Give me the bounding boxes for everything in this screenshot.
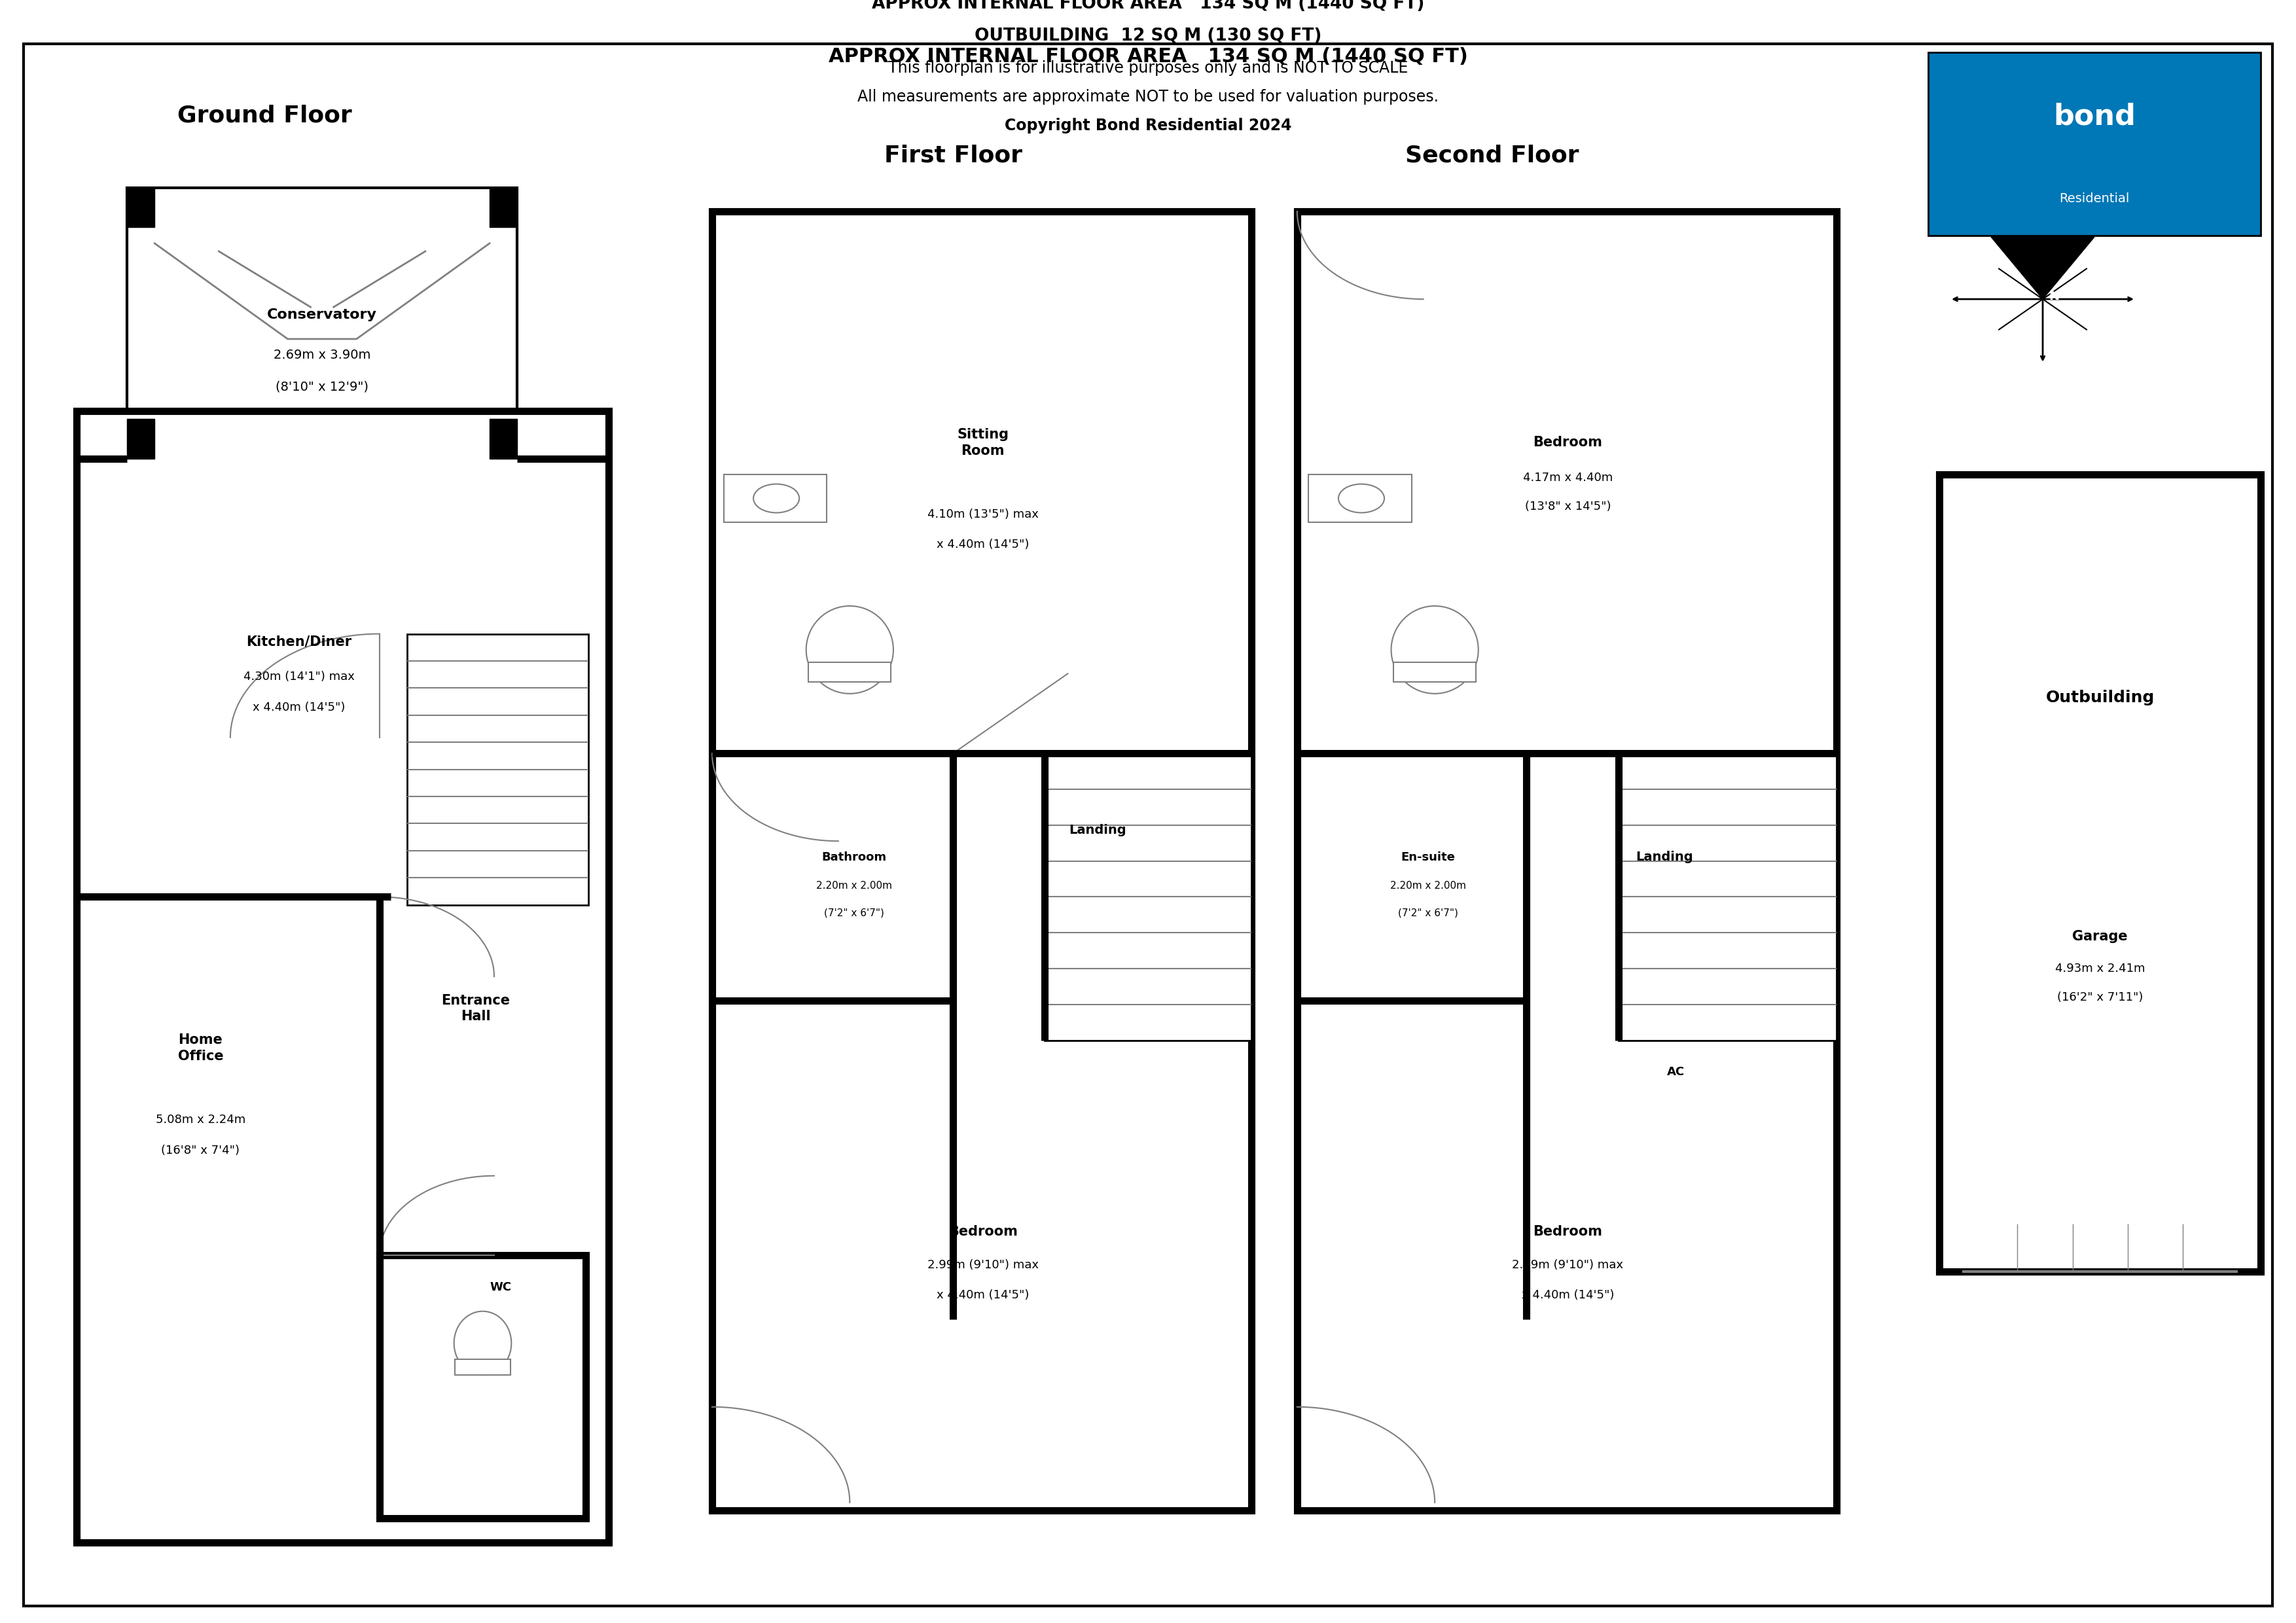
Bar <box>406 635 588 906</box>
Text: (7'2" x 6'7"): (7'2" x 6'7") <box>824 907 884 917</box>
Text: 4.30m (14'1") max: 4.30m (14'1") max <box>243 670 356 683</box>
Text: First Floor: First Floor <box>884 144 1022 167</box>
Text: bond: bond <box>2053 102 2135 130</box>
Bar <box>1297 211 1837 1511</box>
Text: WC: WC <box>491 1282 512 1294</box>
Bar <box>489 419 517 459</box>
Ellipse shape <box>1339 484 1384 513</box>
Text: Second Floor: Second Floor <box>1405 144 1580 167</box>
Text: N: N <box>2048 291 2060 302</box>
Bar <box>808 662 891 682</box>
Text: (16'8" x 7'4"): (16'8" x 7'4") <box>161 1144 239 1156</box>
Text: Bedroom: Bedroom <box>1534 437 1603 450</box>
Text: Copyright Bond Residential 2024: Copyright Bond Residential 2024 <box>1003 117 1290 133</box>
Text: x 4.40m (14'5"): x 4.40m (14'5") <box>937 539 1029 550</box>
Text: Bedroom: Bedroom <box>948 1225 1017 1238</box>
Text: 2.69m x 3.90m: 2.69m x 3.90m <box>273 349 370 362</box>
Bar <box>76 411 608 1542</box>
Bar <box>1940 474 2262 1271</box>
Text: Landing: Landing <box>1635 850 1692 863</box>
Text: x 4.40m (14'5"): x 4.40m (14'5") <box>253 701 344 712</box>
Text: 4.17m x 4.40m: 4.17m x 4.40m <box>1522 472 1612 484</box>
Bar <box>1394 662 1476 682</box>
Text: Garage: Garage <box>2073 930 2128 943</box>
Text: Kitchen/Diner: Kitchen/Diner <box>246 635 351 648</box>
Text: All measurements are approximate NOT to be used for valuation purposes.: All measurements are approximate NOT to … <box>856 89 1440 104</box>
Text: Conservatory: Conservatory <box>266 308 377 321</box>
Bar <box>712 211 1251 1511</box>
Bar <box>1929 52 2262 235</box>
Text: x 4.40m (14'5"): x 4.40m (14'5") <box>1522 1289 1614 1302</box>
Text: x 4.40m (14'5"): x 4.40m (14'5") <box>937 1289 1029 1302</box>
Text: (8'10" x 12'9"): (8'10" x 12'9") <box>276 380 370 393</box>
Text: 2.20m x 2.00m: 2.20m x 2.00m <box>1389 881 1465 891</box>
Bar <box>436 414 585 443</box>
Bar <box>455 1358 510 1375</box>
Bar <box>126 188 517 459</box>
Text: Ground Floor: Ground Floor <box>177 105 351 127</box>
Text: Residential: Residential <box>2060 193 2128 204</box>
Bar <box>1619 881 1825 993</box>
Ellipse shape <box>480 417 521 438</box>
Text: APPROX INTERNAL FLOOR AREA   134 SQ M (1440 SQ FT): APPROX INTERNAL FLOOR AREA 134 SQ M (144… <box>872 0 1424 13</box>
Ellipse shape <box>806 605 893 693</box>
Bar <box>379 1256 585 1519</box>
Text: 5.08m x 2.24m: 5.08m x 2.24m <box>156 1113 246 1126</box>
Bar <box>489 188 517 227</box>
Text: AC: AC <box>1667 1066 1685 1078</box>
Text: Bathroom: Bathroom <box>822 850 886 863</box>
Text: Sitting
Room: Sitting Room <box>957 428 1008 458</box>
Text: This floorplan is for illustrative purposes only and is NOT TO SCALE: This floorplan is for illustrative purpo… <box>889 60 1407 76</box>
Text: (13'8" x 14'5"): (13'8" x 14'5") <box>1525 500 1612 513</box>
Text: Entrance
Hall: Entrance Hall <box>441 993 510 1022</box>
Bar <box>126 188 154 227</box>
Ellipse shape <box>1391 605 1479 693</box>
Bar <box>1045 753 1251 1040</box>
Polygon shape <box>1991 227 2094 299</box>
Text: En-suite: En-suite <box>1401 850 1456 863</box>
Bar <box>1619 753 1837 1040</box>
Bar <box>126 419 154 459</box>
Text: 2.99m (9'10") max: 2.99m (9'10") max <box>928 1259 1038 1271</box>
Text: 4.10m (13'5") max: 4.10m (13'5") max <box>928 508 1038 521</box>
Text: Landing: Landing <box>1070 824 1127 836</box>
Text: APPROX INTERNAL FLOOR AREA   134 SQ M (1440 SQ FT): APPROX INTERNAL FLOOR AREA 134 SQ M (144… <box>829 47 1467 67</box>
Text: Outbuilding: Outbuilding <box>2046 690 2154 706</box>
Text: Home
Office: Home Office <box>177 1034 223 1063</box>
Text: (16'2" x 7'11"): (16'2" x 7'11") <box>2057 992 2142 1003</box>
Text: 2.99m (9'10") max: 2.99m (9'10") max <box>1513 1259 1623 1271</box>
Text: 4.93m x 2.41m: 4.93m x 2.41m <box>2055 962 2144 974</box>
Bar <box>1309 474 1412 523</box>
Text: OUTBUILDING  12 SQ M (130 SQ FT): OUTBUILDING 12 SQ M (130 SQ FT) <box>974 28 1322 45</box>
Text: (7'2" x 6'7"): (7'2" x 6'7") <box>1398 907 1458 917</box>
Ellipse shape <box>455 1311 512 1375</box>
Text: Bedroom: Bedroom <box>1534 1225 1603 1238</box>
Ellipse shape <box>753 484 799 513</box>
Bar <box>723 474 827 523</box>
Text: 2.20m x 2.00m: 2.20m x 2.00m <box>817 881 893 891</box>
